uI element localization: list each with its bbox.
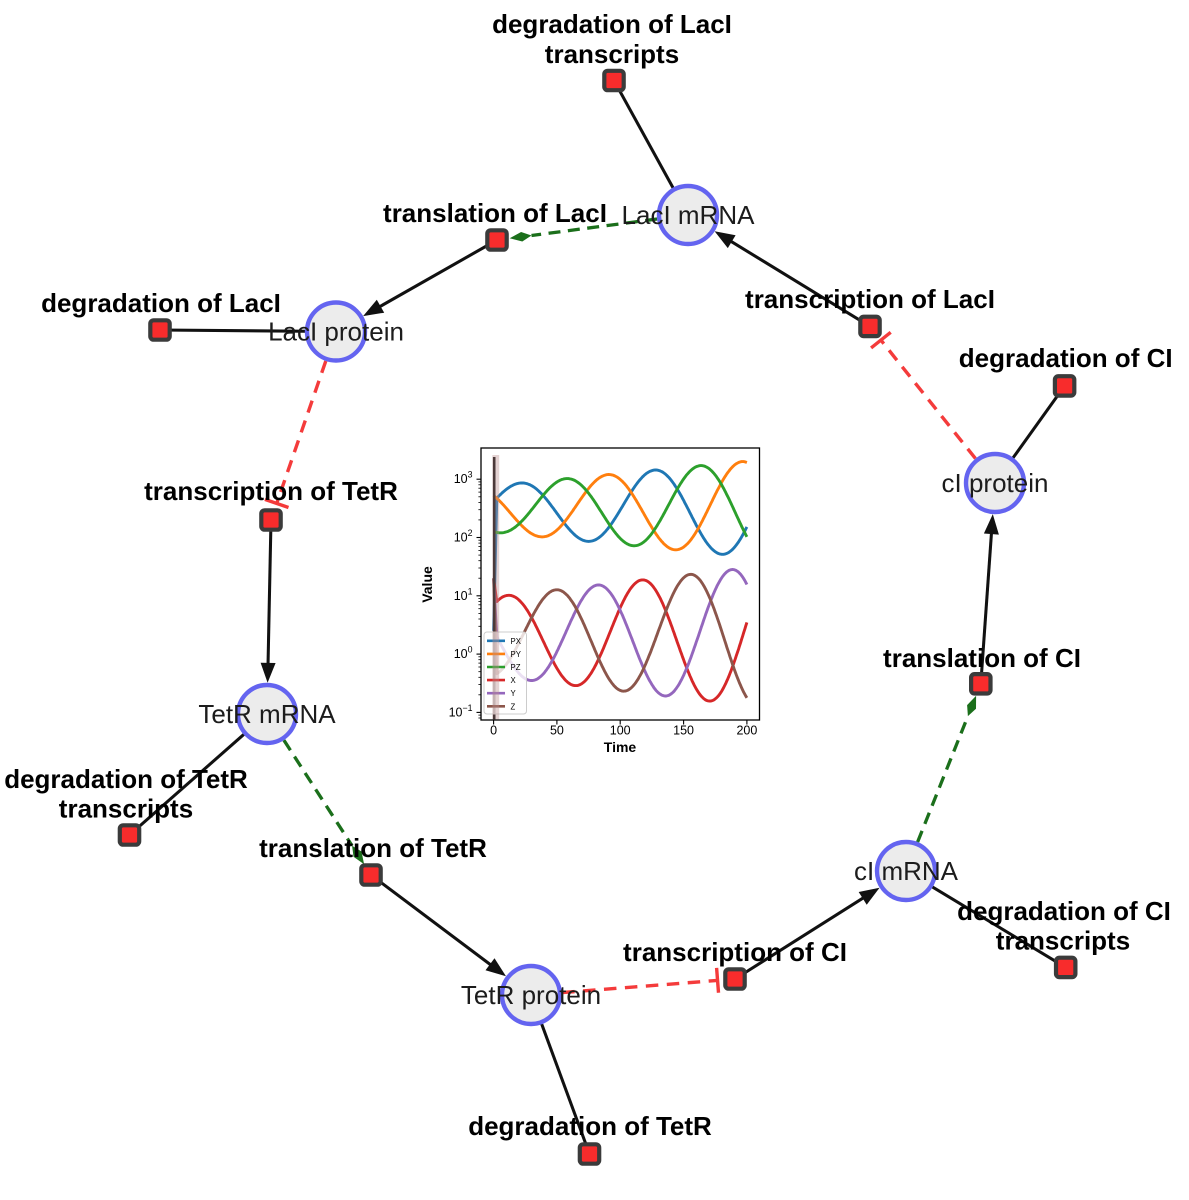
svg-text:0: 0 bbox=[490, 724, 497, 738]
svg-text:200: 200 bbox=[736, 724, 757, 738]
svg-text:PY: PY bbox=[511, 650, 522, 659]
svg-text:PX: PX bbox=[511, 637, 522, 646]
svg-text:degradation of LacI: degradation of LacI bbox=[492, 9, 732, 39]
svg-text:TetR protein: TetR protein bbox=[461, 980, 601, 1010]
svg-text:transcription of TetR: transcription of TetR bbox=[144, 476, 398, 506]
svg-text:Y: Y bbox=[511, 689, 517, 698]
svg-text:100: 100 bbox=[610, 724, 631, 738]
svg-text:LacI mRNA: LacI mRNA bbox=[622, 200, 756, 230]
svg-text:cI protein: cI protein bbox=[942, 468, 1049, 498]
svg-text:cI mRNA: cI mRNA bbox=[854, 856, 959, 886]
svg-text:transcripts: transcripts bbox=[996, 926, 1130, 956]
svg-text:degradation of CI: degradation of CI bbox=[957, 896, 1171, 926]
svg-text:degradation of CI: degradation of CI bbox=[959, 343, 1173, 373]
svg-text:transcription of LacI: transcription of LacI bbox=[745, 284, 995, 314]
svg-text:Z: Z bbox=[511, 702, 516, 711]
svg-text:50: 50 bbox=[550, 724, 564, 738]
svg-text:transcripts: transcripts bbox=[59, 794, 193, 824]
svg-text:TetR mRNA: TetR mRNA bbox=[198, 699, 336, 729]
svg-text:transcription of CI: transcription of CI bbox=[623, 937, 847, 967]
svg-text:150: 150 bbox=[673, 724, 694, 738]
svg-text:Value: Value bbox=[419, 566, 435, 603]
svg-text:transcripts: transcripts bbox=[545, 39, 679, 69]
svg-text:translation of CI: translation of CI bbox=[883, 643, 1081, 673]
svg-text:degradation of TetR: degradation of TetR bbox=[4, 764, 248, 794]
svg-text:translation of TetR: translation of TetR bbox=[259, 833, 487, 863]
svg-text:LacI protein: LacI protein bbox=[268, 317, 404, 347]
svg-text:degradation of TetR: degradation of TetR bbox=[468, 1111, 712, 1141]
svg-text:PZ: PZ bbox=[511, 663, 521, 672]
svg-text:Time: Time bbox=[604, 739, 637, 755]
svg-text:translation of LacI: translation of LacI bbox=[383, 198, 607, 228]
svg-text:X: X bbox=[511, 676, 517, 685]
svg-text:degradation of LacI: degradation of LacI bbox=[41, 288, 281, 318]
